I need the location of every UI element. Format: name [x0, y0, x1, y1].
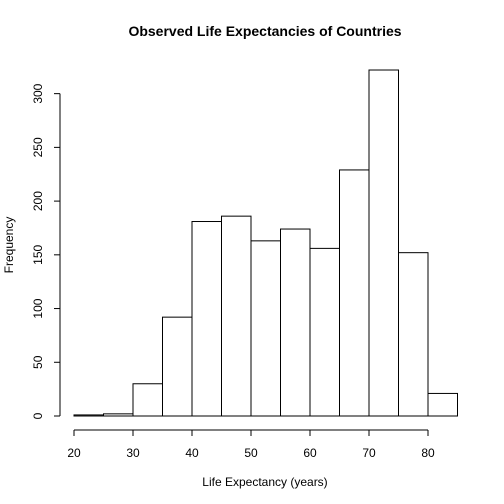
x-tick-label: 20 [67, 446, 81, 460]
x-axis: 20 30 40 50 60 70 80 [67, 429, 435, 460]
y-tick-label: 250 [31, 137, 45, 157]
x-tick-label: 80 [421, 446, 435, 460]
y-axis-label: Frequency [2, 217, 16, 274]
histogram-bar [191, 221, 222, 417]
histogram-bar [280, 228, 311, 417]
histogram-bar [427, 392, 458, 417]
y-tick-label: 50 [31, 355, 45, 369]
y-tick-label: 150 [31, 244, 45, 264]
chart-title: Observed Life Expectancies of Countries [128, 23, 401, 39]
histogram-bar [73, 414, 104, 417]
histogram-bar [162, 316, 193, 417]
histogram-bar [309, 247, 340, 417]
x-tick-label: 30 [126, 446, 140, 460]
bars-group [73, 69, 458, 417]
histogram-bar [221, 215, 252, 417]
histogram-bar [339, 169, 370, 417]
x-tick-label: 50 [244, 446, 258, 460]
histogram-bar [250, 240, 281, 417]
histogram-bar [368, 69, 399, 417]
y-tick-label: 0 [31, 412, 45, 419]
histogram-bar [398, 252, 429, 417]
x-axis-label: Life Expectancy (years) [202, 475, 327, 489]
y-tick-label: 100 [31, 298, 45, 318]
x-tick-label: 40 [185, 446, 199, 460]
y-tick-label: 300 [31, 83, 45, 103]
histogram-bar [103, 413, 134, 417]
histogram-bar [132, 383, 163, 417]
y-tick-label: 200 [31, 191, 45, 211]
y-axis: 0 50 100 150 200 250 300 [31, 83, 61, 419]
x-tick-label: 60 [303, 446, 317, 460]
x-tick-label: 70 [362, 446, 376, 460]
